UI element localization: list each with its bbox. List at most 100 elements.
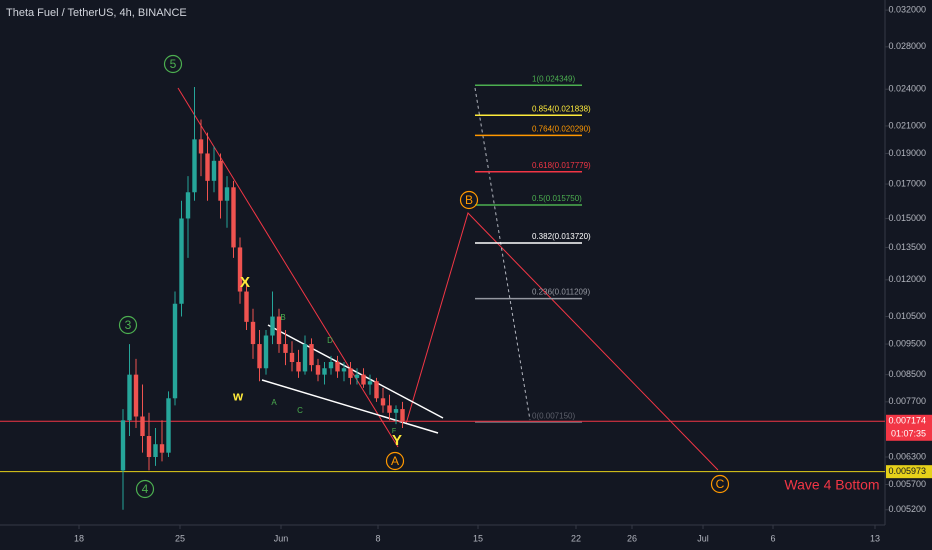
candle-body — [289, 352, 295, 363]
y-tick-label: 0.028000 — [888, 41, 926, 51]
wedge-line — [261, 379, 439, 434]
candle-body — [237, 247, 243, 292]
fib-trend-line — [474, 87, 531, 421]
candle-body — [218, 160, 223, 201]
wave-circle — [118, 315, 138, 335]
candle-body — [153, 444, 158, 458]
candle-body — [192, 139, 197, 193]
candle-body — [146, 436, 152, 458]
fib-label: 0.382(0.013720) — [532, 232, 591, 241]
wave-circle — [385, 451, 405, 471]
candle-body — [179, 218, 184, 304]
y-tick-label: 0.012000 — [888, 274, 926, 284]
countdown-label: 01:07:35 — [891, 429, 926, 439]
wave-label: w — [232, 388, 244, 403]
candle-body — [127, 374, 132, 421]
fib-label: 1(0.024349) — [532, 74, 575, 83]
fib-label: 0(0.007150) — [532, 411, 575, 420]
y-tick-label: 0.013500 — [888, 242, 926, 252]
x-tick-label: 6 — [770, 533, 775, 543]
y-tick-label: 0.032000 — [888, 4, 926, 14]
candle-body — [400, 409, 405, 422]
wave-circle — [710, 474, 730, 494]
wave-label: B — [280, 313, 285, 322]
wave-label: Wave 4 Bottom — [784, 477, 879, 493]
y-tick-label: 0.015000 — [888, 213, 926, 223]
wave-label: Y — [392, 432, 402, 449]
wave-label: 5 — [170, 57, 177, 71]
candle-body — [185, 192, 191, 219]
candle-body — [348, 368, 353, 378]
wedge-line — [267, 324, 444, 419]
candle-body — [341, 368, 347, 372]
candle-body — [140, 416, 145, 437]
wave-line — [177, 87, 399, 448]
fib-label: 0.5(0.015750) — [532, 194, 582, 203]
wave-label: 3 — [125, 318, 132, 332]
candle-body — [205, 153, 210, 181]
candle-body — [133, 374, 139, 417]
wave-label: D — [327, 336, 333, 345]
candle-body — [276, 316, 282, 345]
wave-circle — [135, 479, 155, 499]
candle-body — [224, 187, 230, 201]
candle-body — [166, 398, 171, 453]
wave-label: A — [271, 398, 277, 407]
wave-label: B — [465, 193, 473, 207]
candle-body — [270, 316, 275, 336]
chart-title: Theta Fuel / TetherUS, 4h, BINANCE — [6, 7, 187, 19]
y-tick-label: 0.024000 — [888, 84, 926, 94]
x-tick-label: Jul — [697, 533, 709, 543]
price-tag-label: 0.007174 — [888, 416, 926, 426]
x-tick-label: 13 — [870, 533, 880, 543]
price-tag — [886, 414, 932, 441]
x-tick-label: 22 — [571, 533, 581, 543]
candle-body — [328, 362, 334, 369]
wave-label: C — [716, 477, 725, 491]
wave-circle — [459, 190, 479, 210]
candle-body — [257, 344, 262, 369]
fib-label: 0.764(0.020290) — [532, 125, 591, 134]
x-tick-label: 18 — [74, 533, 84, 543]
candle-body — [250, 321, 256, 345]
wave-label: 4 — [142, 482, 149, 496]
y-tick-label: 0.010500 — [888, 311, 926, 321]
candle-body — [296, 362, 301, 372]
candle-body — [380, 398, 386, 406]
wave-circle — [163, 54, 183, 74]
candle-body — [302, 344, 308, 372]
candle-body — [172, 303, 178, 399]
candle-body — [244, 291, 249, 322]
y-tick-label: 0.005200 — [888, 504, 926, 514]
candle-body — [211, 160, 217, 181]
candle-body — [283, 344, 288, 353]
candle-body — [263, 335, 269, 369]
candle-body — [361, 374, 366, 385]
wave-label: F — [392, 428, 396, 435]
wave-label: A — [391, 454, 399, 468]
candle-body — [387, 405, 392, 413]
y-tick-label: 0.019000 — [888, 148, 926, 158]
y-tick-label: 0.008500 — [888, 369, 926, 379]
y-tick-label: 0.005700 — [888, 479, 926, 489]
candle-body — [322, 368, 327, 375]
y-tick-label: 0.021000 — [888, 120, 926, 130]
fib-label: 0.236(0.011209) — [532, 288, 590, 297]
price-tag-label: 0.005973 — [888, 466, 926, 476]
candle-body — [374, 381, 379, 399]
price-tag — [886, 465, 932, 479]
y-tick-label: 0.006300 — [888, 451, 926, 461]
wave-label: C — [297, 406, 303, 415]
x-tick-label: 15 — [473, 533, 483, 543]
x-tick-label: 26 — [627, 533, 637, 543]
candle-body — [335, 362, 340, 372]
candle-body — [393, 409, 399, 413]
fib-label: 0.618(0.017779) — [532, 161, 591, 170]
candle-body — [367, 381, 373, 385]
x-tick-label: 25 — [175, 533, 185, 543]
candle-body — [309, 344, 314, 366]
y-tick-label: 0.009500 — [888, 338, 926, 348]
wave-line — [405, 212, 719, 471]
y-tick-label: 0.007700 — [888, 396, 926, 406]
